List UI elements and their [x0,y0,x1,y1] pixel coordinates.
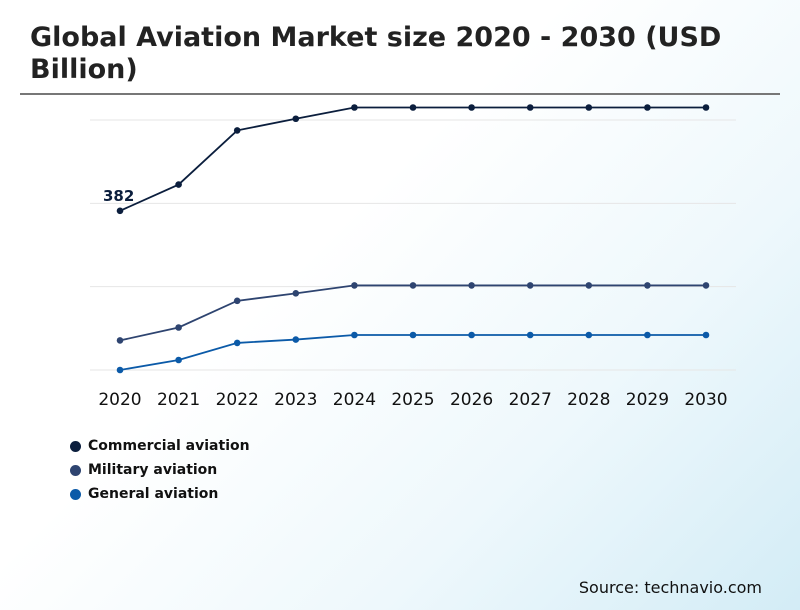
legend-label: Military aviation [88,462,218,478]
legend: Commercial aviation Military aviation Gene… [70,434,250,506]
data-point [233,297,241,305]
data-point [351,104,358,111]
chart-title: Global Aviation Market size 2020 - 2030 … [30,22,722,85]
x-tick-label: 2025 [391,390,434,410]
x-tick-label: 2023 [274,390,317,410]
data-point [292,336,300,343]
data-point [585,104,593,111]
data-point [644,282,651,289]
data-point [585,282,593,289]
data-point [526,104,534,111]
data-point [468,282,475,289]
x-tick-label: 2024 [333,390,376,410]
data-label: 382 [103,187,134,205]
legend-item: Military aviation [70,458,250,482]
data-point [585,331,593,339]
series-line [119,334,706,371]
x-tick-label: 2029 [626,390,669,410]
data-point [468,331,475,339]
legend-item: Commercial aviation [70,434,250,458]
title-divider [20,93,780,95]
series-line [119,106,706,212]
data-point [175,181,182,188]
legend-marker [70,488,81,500]
legend-label: General aviation [88,486,219,502]
data-point [409,331,417,339]
x-tick-label: 2027 [509,390,552,410]
legend-marker [70,440,81,452]
x-tick-label: 2020 [98,390,141,410]
line-chart: 2020 2021 2022 2023 2024 2025 2026 2027 2028 2029… [90,104,736,410]
legend-marker [70,464,81,476]
data-point [175,324,182,331]
legend-item: General aviation [70,482,250,506]
x-tick-label: 2030 [684,390,727,410]
data-point [292,290,300,297]
data-point [233,339,241,347]
data-point [116,366,124,374]
x-tick-label: 2026 [450,390,493,410]
data-point [351,282,358,289]
x-tick-label: 2021 [157,390,200,410]
data-point [702,331,710,339]
data-point [468,104,475,111]
data-point [702,282,710,289]
data-point [292,115,300,123]
data-point [351,331,358,339]
data-point [644,104,651,111]
x-tick-label: 2022 [216,390,259,410]
data-point [409,104,417,111]
data-point [702,104,710,111]
data-point [233,127,241,134]
data-point [526,331,534,339]
data-point [116,207,124,215]
x-tick-label: 2028 [567,390,610,410]
legend-label: Commercial aviation [88,438,250,454]
data-point [526,282,534,289]
data-point [116,337,124,344]
data-point [409,282,417,289]
data-point [644,331,651,339]
source-text: Source: technavio.com [578,578,762,597]
data-point [175,356,182,364]
